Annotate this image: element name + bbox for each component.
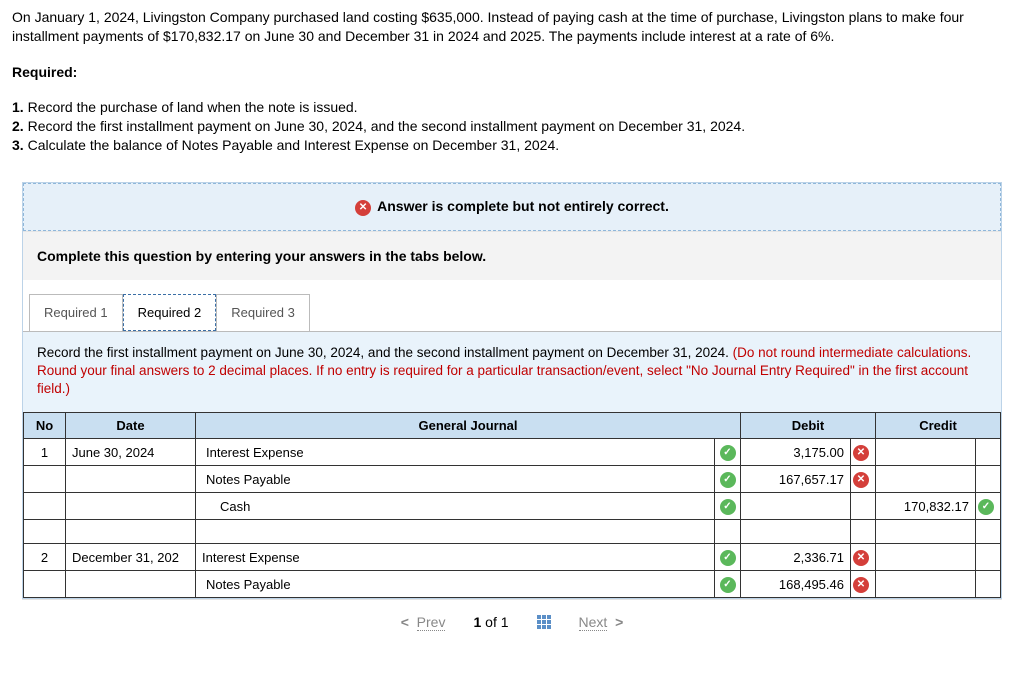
tab-required-1[interactable]: Required 1 [29,294,123,331]
cell-debit[interactable] [741,520,851,544]
check-icon [720,577,736,593]
cell-account-mark [715,439,741,466]
cell-debit-mark [851,571,876,598]
cell-no: 2 [24,544,66,571]
cell-account-mark [715,520,741,544]
cell-account[interactable]: Interest Expense [196,544,715,571]
cell-no [24,571,66,598]
cell-credit[interactable] [876,466,976,493]
cell-credit-mark [976,493,1001,520]
table-row: 2December 31, 202Interest Expense 2,336.7… [24,544,1001,571]
cell-credit[interactable] [876,571,976,598]
cell-debit[interactable]: 2,336.71 [741,544,851,571]
cell-no [24,520,66,544]
check-icon [720,472,736,488]
tab-instructions: Record the first installment payment on … [23,331,1001,413]
check-icon [720,499,736,515]
cell-account-mark [715,493,741,520]
grid-icon[interactable] [537,615,551,629]
cell-debit-mark [851,544,876,571]
check-icon [978,499,994,515]
cell-date[interactable]: December 31, 202 [66,544,196,571]
req-item-1: Record the purchase of land when the not… [28,99,358,115]
cell-debit-mark [851,466,876,493]
x-icon [853,472,869,488]
required-heading: Required: [12,64,1012,80]
tab-required-3[interactable]: Required 3 [216,294,310,331]
cell-date[interactable]: June 30, 2024 [66,439,196,466]
table-row: 1June 30, 2024Interest Expense 3,175.00 [24,439,1001,466]
check-icon [720,445,736,461]
col-debit: Debit [741,413,876,439]
cell-credit[interactable] [876,439,976,466]
cell-debit-mark [851,439,876,466]
cell-no [24,466,66,493]
col-date: Date [66,413,196,439]
tab-required-2[interactable]: Required 2 [123,294,217,331]
cell-no [24,493,66,520]
req-item-3: Calculate the balance of Notes Payable a… [28,137,560,153]
cell-date[interactable] [66,571,196,598]
cell-account-mark [715,544,741,571]
problem-intro: On January 1, 2024, Livingston Company p… [12,8,1012,46]
answer-container: Answer is complete but not entirely corr… [22,182,1002,599]
x-icon [853,550,869,566]
table-row: Notes Payable 167,657.17 [24,466,1001,493]
cell-credit-mark [976,466,1001,493]
requirements-list: 1. Record the purchase of land when the … [12,98,1012,155]
x-icon [853,577,869,593]
cell-credit-mark [976,439,1001,466]
cell-debit[interactable] [741,493,851,520]
table-row: Cash 170,832.17 [24,493,1001,520]
cell-account[interactable] [196,520,715,544]
cell-account[interactable]: Notes Payable [196,466,715,493]
cell-date[interactable] [66,466,196,493]
cell-account[interactable]: Notes Payable [196,571,715,598]
cell-account-mark [715,571,741,598]
cell-account-mark [715,466,741,493]
cell-credit[interactable]: 170,832.17 [876,493,976,520]
table-row: Notes Payable 168,495.46 [24,571,1001,598]
x-icon [853,445,869,461]
cell-debit-mark [851,493,876,520]
table-row [24,520,1001,544]
cell-debit-mark [851,520,876,544]
col-general-journal: General Journal [196,413,741,439]
cell-date[interactable] [66,520,196,544]
cell-credit[interactable] [876,544,976,571]
tabs: Required 1 Required 2 Required 3 [23,280,1001,331]
cell-debit[interactable]: 3,175.00 [741,439,851,466]
prev-button[interactable]: < Prev [401,614,446,630]
col-credit: Credit [876,413,1001,439]
cell-credit-mark [976,571,1001,598]
pager: < Prev 1 of 1 Next > [22,599,1002,636]
journal-table: No Date General Journal Debit Credit 1Ju… [23,412,1001,598]
cell-date[interactable] [66,493,196,520]
col-no: No [24,413,66,439]
cell-debit[interactable]: 167,657.17 [741,466,851,493]
next-button[interactable]: Next > [579,614,624,630]
x-icon [355,200,371,216]
cell-no: 1 [24,439,66,466]
status-banner: Answer is complete but not entirely corr… [23,183,1001,230]
cell-account[interactable]: Interest Expense [196,439,715,466]
page-count: 1 of 1 [473,614,508,630]
cell-credit[interactable] [876,520,976,544]
req-item-2: Record the first installment payment on … [28,118,746,134]
cell-credit-mark [976,520,1001,544]
cell-account[interactable]: Cash [196,493,715,520]
check-icon [720,550,736,566]
instruction-bar: Complete this question by entering your … [23,231,1001,280]
cell-credit-mark [976,544,1001,571]
cell-debit[interactable]: 168,495.46 [741,571,851,598]
